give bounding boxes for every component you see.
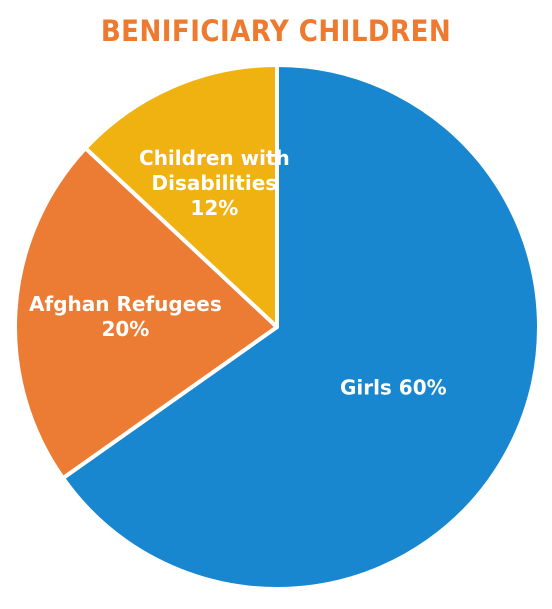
pie-slice bbox=[13, 146, 279, 481]
slice-label: Afghan Refugees 20% bbox=[29, 292, 222, 341]
slice-label: Girls 60% bbox=[340, 375, 447, 399]
slice-label-line: Afghan Refugees bbox=[29, 292, 222, 316]
slice-label-line: 12% bbox=[190, 196, 238, 220]
pie-slice bbox=[83, 63, 279, 329]
chart-title: BENIFICIARY CHILDREN bbox=[100, 14, 452, 48]
slice-label: Children with Disabilities 12% bbox=[139, 146, 290, 220]
slice-label-line: Disabilities bbox=[152, 171, 278, 195]
slice-label-line: 20% bbox=[101, 317, 149, 341]
slice-label-line: Girls 60% bbox=[340, 375, 447, 399]
slice-label-line: Children with bbox=[139, 146, 290, 170]
pie-slice bbox=[60, 63, 541, 591]
